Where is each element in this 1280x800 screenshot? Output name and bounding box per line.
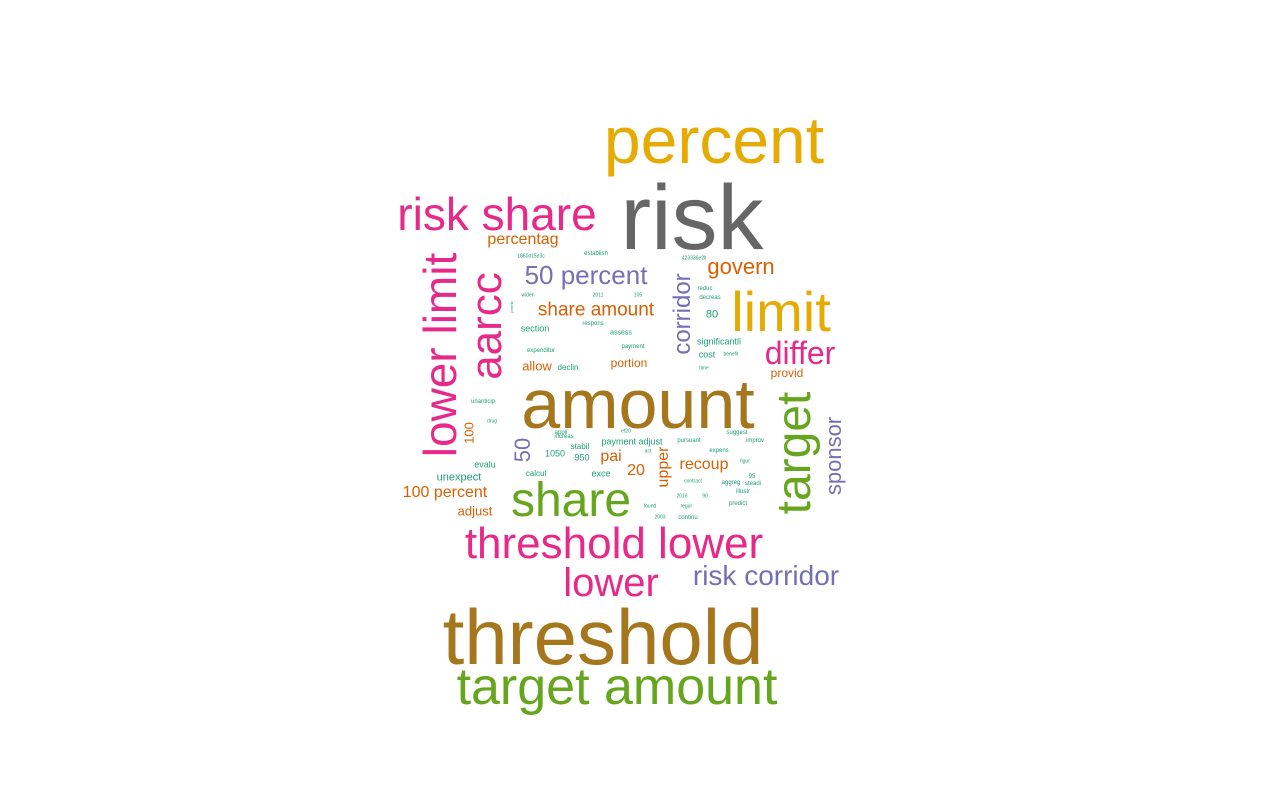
word-found: found	[643, 503, 657, 510]
word-50: 50	[510, 437, 535, 463]
word-benefit: benefit	[723, 351, 739, 358]
word-stabil: stabil	[570, 442, 590, 451]
word-105: 105	[633, 292, 643, 299]
word-assess: assess	[610, 329, 632, 337]
word-cost: cost	[698, 349, 716, 360]
word-2011: 2011	[592, 292, 604, 299]
word-1050: 1050	[544, 448, 566, 459]
word-ef20: ef20	[621, 428, 631, 435]
word-aggreg: aggreg	[721, 480, 741, 486]
word-percentag: percentag	[487, 231, 559, 248]
word-1860d15e3c: 1860d15e3c	[517, 253, 545, 260]
word-share-amount: share amount	[537, 299, 655, 321]
word-respons: respons	[582, 321, 604, 327]
word-act: act	[644, 448, 652, 455]
word-100: 100	[461, 422, 477, 444]
word-unexpect: unexpect	[436, 471, 482, 484]
word-regul: regul	[680, 503, 692, 510]
word-pursuant: pursuant	[677, 438, 701, 444]
word-100-percent: 100 percent	[402, 484, 488, 501]
word-suggest: suggest	[726, 430, 748, 436]
word-percent: percent	[603, 103, 825, 177]
word-allow: allow	[522, 358, 552, 374]
word-lower-limit: lower limit	[414, 252, 466, 458]
word-2016: 2016	[676, 493, 688, 500]
word-corridor: corridor	[669, 273, 696, 355]
word-calcul: calcul	[525, 469, 547, 478]
word-target-amount: target amount	[456, 658, 778, 716]
word-950: 950	[574, 452, 590, 463]
word-figur: figur	[740, 458, 750, 465]
word-payment-adjust: payment adjust	[601, 436, 663, 447]
word-declin: declin	[557, 363, 579, 372]
word-payment: payment	[621, 344, 645, 350]
word-steadi: steadi	[744, 481, 762, 487]
word-threshold-lower: threshold lower	[464, 519, 764, 568]
word-risk: risk	[620, 167, 764, 269]
word-expenditur: expenditur	[526, 348, 556, 354]
word-80: 80	[705, 308, 719, 321]
word-90: 90	[702, 493, 708, 500]
word-sponsor: sponsor	[821, 416, 846, 496]
word-95: 95	[748, 474, 756, 480]
word-section: section	[520, 323, 550, 334]
word-expens: expens	[709, 448, 729, 454]
word-portion: portion	[610, 356, 648, 370]
word-time: time	[699, 365, 709, 372]
word-2003: 2003	[654, 514, 666, 521]
word-evalu: evalu	[474, 459, 496, 470]
word-risk-share: risk share	[397, 188, 597, 240]
word-provid: provid	[770, 366, 804, 380]
word-lower: lower	[563, 561, 659, 605]
word-appli: appli	[554, 430, 568, 436]
word-amount: amount	[521, 365, 755, 443]
word-drug: drug	[486, 418, 498, 425]
word-decreas: decreas	[699, 295, 721, 301]
word-423336e2ll: 423336e2ll	[681, 255, 707, 262]
word-recoup: recoup	[679, 456, 729, 473]
word-improv: improv	[745, 438, 765, 444]
word-predict: predict	[728, 501, 748, 507]
word-target: target	[768, 391, 821, 515]
word-aarcc: aarcc	[462, 272, 511, 380]
word-exce: exce	[591, 468, 611, 479]
word-widen: widen	[521, 292, 535, 299]
word-adjust: adjust	[457, 503, 493, 519]
word-unanticip: unanticip	[470, 399, 496, 405]
word-threshold: threshold	[442, 593, 764, 681]
word-limit: limit	[731, 280, 831, 343]
word-reduc: reduc	[697, 286, 713, 292]
word-contract: contract	[684, 478, 702, 485]
word-establish: establish	[584, 251, 608, 257]
word-upper: upper	[655, 446, 672, 488]
word-pai: pai	[600, 448, 622, 465]
word-share: share	[510, 474, 632, 527]
word-50-percent: 50 percent	[524, 260, 648, 290]
word-illustr: illustr	[735, 489, 751, 495]
word-govern: govern	[707, 254, 775, 279]
word-20: 20	[627, 462, 645, 479]
word-significantli: significantli	[696, 336, 742, 347]
word-risk-corridor: risk corridor	[692, 560, 840, 591]
word-increas: increas	[554, 434, 574, 440]
word-continu: continu	[678, 515, 698, 521]
word-permit: permit	[509, 301, 514, 313]
word-differ: differ	[764, 335, 836, 371]
